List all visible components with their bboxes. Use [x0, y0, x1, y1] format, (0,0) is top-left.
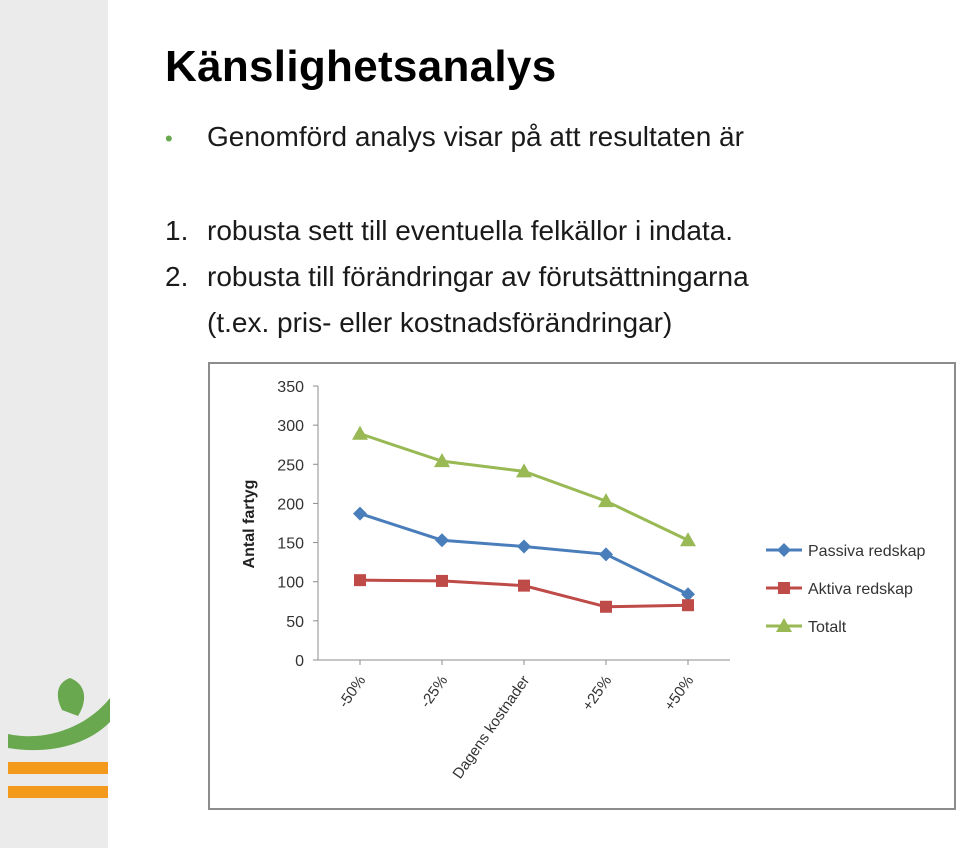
data-point	[680, 532, 696, 547]
y-tick-label: 0	[295, 653, 304, 670]
data-point	[516, 463, 532, 478]
data-point	[353, 506, 367, 521]
list-item: 2. robusta till förändringar av förutsät…	[165, 254, 749, 300]
y-axis-title: Antal fartyg	[241, 480, 258, 569]
list-item-text: robusta sett till eventuella felkällor i…	[207, 215, 734, 246]
y-tick-label: 300	[277, 418, 304, 435]
line-chart: 0 50 100 150 200 250 300 350 -50% -25%Dagens kost…	[241, 379, 925, 782]
x-tick-label: -50%	[335, 673, 369, 711]
data-point	[434, 453, 450, 468]
data-point	[598, 493, 614, 508]
x-tick-label: +25%	[579, 673, 615, 715]
list-item-number: 1.	[165, 215, 189, 246]
bullet-icon: •	[165, 126, 173, 151]
legend-marker	[776, 618, 792, 632]
sidebar-panel	[0, 0, 108, 848]
data-point	[435, 533, 449, 548]
data-point	[682, 599, 694, 612]
list-item-continuation: (t.ex. pris- eller kostnadsförändringar)	[207, 307, 673, 338]
list-item-text: robusta till förändringar av förutsättni…	[207, 261, 749, 292]
data-point	[599, 547, 613, 562]
organization-logo	[8, 678, 110, 798]
list-item-number: 2.	[165, 261, 189, 292]
legend-label: Aktiva redskap	[808, 581, 913, 598]
data-point	[352, 425, 368, 440]
list-item: 1. robusta sett till eventuella felkällo…	[165, 208, 749, 254]
x-tick-label: -25%	[417, 673, 451, 711]
x-tick-label: Dagens kostnader	[450, 673, 534, 782]
legend-marker	[778, 582, 790, 594]
page-title: Känslighetsanalys	[165, 42, 557, 91]
data-point	[354, 574, 366, 587]
y-tick-label: 250	[277, 457, 304, 474]
series-line	[359, 432, 689, 542]
data-point	[436, 574, 448, 587]
legend-marker	[777, 543, 791, 557]
bullet-text: Genomförd analys visar på att resultaten…	[207, 121, 744, 152]
y-tick-label: 150	[277, 536, 304, 553]
legend-label: Totalt	[808, 619, 847, 636]
chart-container: 0 50 100 150 200 250 300 350 -50% -25% Dagens kost…	[208, 362, 956, 810]
y-tick-label: 200	[277, 496, 304, 513]
y-tick-label: 100	[277, 575, 304, 592]
data-point	[518, 579, 530, 592]
y-tick-label: 50	[286, 614, 304, 631]
y-tick-label: 350	[277, 379, 304, 396]
legend-label: Passiva redskap	[808, 543, 925, 560]
x-tick-label: +50%	[661, 673, 697, 715]
data-point	[517, 539, 531, 554]
numbered-list: 1. robusta sett till eventuella felkällo…	[165, 208, 749, 346]
data-point	[600, 600, 612, 613]
data-point	[681, 587, 695, 602]
